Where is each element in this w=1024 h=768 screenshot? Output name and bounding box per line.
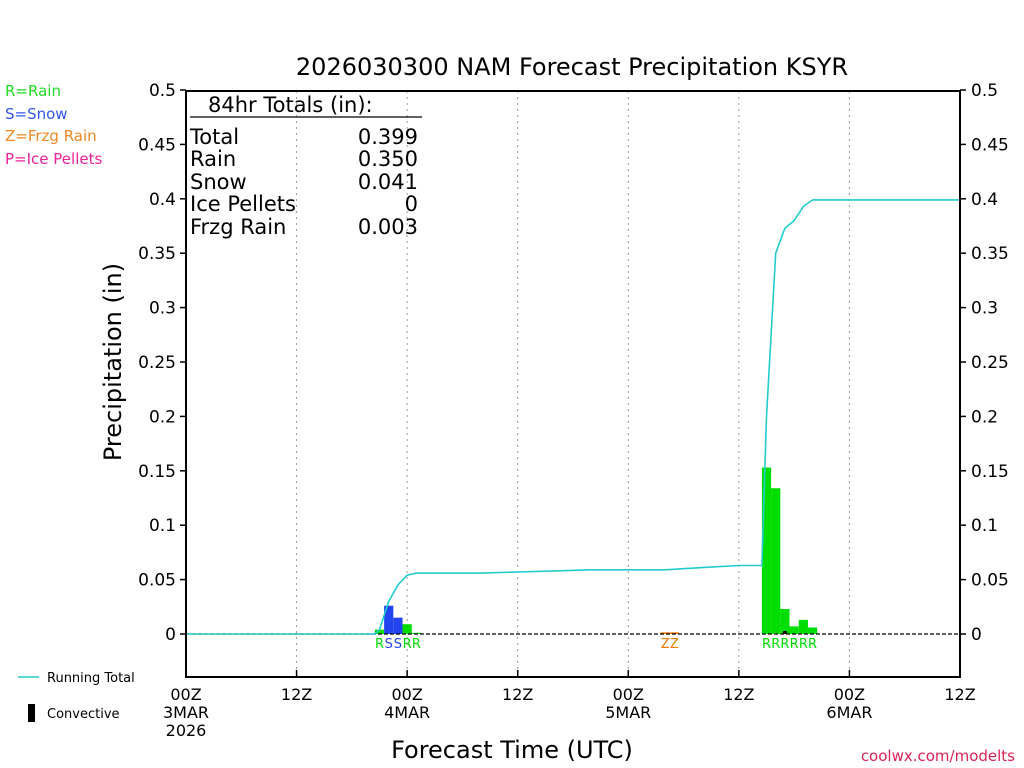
x-tick-label: 12Z [944, 685, 975, 704]
y-tick-label-left: 0.3 [149, 299, 176, 319]
y-tick-label-right: 0.25 [971, 353, 1009, 373]
x-tick-label: 12Z [502, 685, 533, 704]
y-tick-label-right: 0.1 [971, 516, 998, 536]
ptype-label: R [375, 637, 384, 652]
y-tick-label-right: 0.4 [971, 190, 998, 210]
y-tick-label-left: 0.05 [138, 571, 176, 591]
precip-bars [374, 467, 818, 634]
totals-frzg-rain-label: Frzg Rain [190, 215, 286, 239]
y-tick-label-left: 0.1 [149, 516, 176, 536]
precip-bar [807, 627, 818, 634]
ptype-label: R [403, 637, 412, 652]
ptype-label: R [412, 637, 421, 652]
precip-bar [384, 605, 394, 634]
x-tick-label: 00Z [170, 685, 201, 704]
totals-box: 84hr Totals (in): Total 0.399 Rain 0.350… [189, 93, 422, 239]
totals-rain-label: Rain [190, 147, 236, 171]
y-tick-label-left: 0.4 [149, 190, 176, 210]
grid-lines [296, 91, 850, 677]
totals-rain-value: 0.350 [358, 147, 418, 171]
x-tick-label: 00Z [391, 685, 422, 704]
y-axis-title: Precipitation (in) [99, 263, 127, 461]
precip-bar [780, 608, 790, 634]
totals-heading: 84hr Totals (in): [208, 93, 373, 117]
y-tick-label-right: 0.05 [971, 571, 1009, 591]
running-total-line [186, 199, 960, 635]
totals-snow-value: 0.041 [358, 170, 418, 194]
y-tick-label-right: 0.15 [971, 462, 1009, 482]
x-tick-label: 12Z [281, 685, 312, 704]
y-tick-label-right: 0.45 [971, 135, 1009, 155]
credit-text: coolwx.com/modelts [861, 747, 1015, 765]
ptype-label: R [762, 637, 771, 652]
convective-marks [782, 631, 787, 634]
precip-bar [402, 624, 412, 634]
y-tick-label-right: 0.2 [971, 407, 998, 427]
y-tick-label-right: 0.3 [971, 299, 998, 319]
convective-legend-swatch [28, 704, 35, 722]
totals-ice-pellets-label: Ice Pellets [190, 192, 296, 216]
y-tick-label-left: 0.25 [138, 353, 176, 373]
x-tick-label: 5MAR [605, 703, 651, 722]
y-tick-label-left: 0 [165, 625, 176, 645]
x-tick-label: 3MAR [163, 703, 209, 722]
totals-ice-pellets-value: 0 [405, 192, 418, 216]
x-tick-label: 12Z [723, 685, 754, 704]
ptype-label: S [385, 637, 393, 652]
y-tick-label-left: 0.5 [149, 81, 176, 101]
y-axis-ticks: 0 0 0.05 0.05 0.1 0.1 0.15 0.15 0.2 0.2 0.25 0.25 0.… [138, 81, 1009, 645]
ptype-label: R [790, 637, 799, 652]
ptype-label: Z [670, 637, 679, 652]
precip-bar [771, 488, 781, 634]
precip-bar [798, 619, 808, 634]
x-tick-label: 00Z [834, 685, 865, 704]
ptype-label: R [771, 637, 780, 652]
precip-bar [789, 626, 799, 634]
x-tick-label: 00Z [613, 685, 644, 704]
chart-title: 2026030300 NAM Forecast Precipitation KS… [296, 53, 848, 81]
ptype-label: S [394, 637, 402, 652]
ptype-label: Z [661, 637, 670, 652]
y-tick-label-right: 0.5 [971, 81, 998, 101]
precip-bar [669, 632, 679, 634]
y-tick-label-left: 0.35 [138, 244, 176, 264]
y-tick-label-left: 0.45 [138, 135, 176, 155]
y-tick-label-right: 0.35 [971, 244, 1009, 264]
x-tick-label: 4MAR [384, 703, 430, 722]
legend-frzg-rain: Z=Frzg Rain [5, 127, 97, 145]
plot-frame [185, 90, 961, 678]
precip-bar [761, 467, 772, 634]
x-axis-title: Forecast Time (UTC) [391, 736, 633, 764]
convective-mark [782, 631, 787, 634]
y-tick-label-left: 0.2 [149, 407, 176, 427]
y-tick-label-right: 0 [971, 625, 982, 645]
totals-total-label: Total [189, 125, 239, 149]
precip-bar [660, 632, 670, 634]
ptype-label: R [780, 637, 789, 652]
precip-bar [393, 617, 403, 634]
running-total-legend-label: Running Total [47, 671, 135, 686]
totals-snow-label: Snow [190, 170, 247, 194]
legend-ice-pellets: P=Ice Pellets [5, 150, 102, 168]
ptype-label: R [808, 637, 817, 652]
totals-total-value: 0.399 [358, 125, 418, 149]
precip-bar [374, 629, 385, 634]
y-tick-label-left: 0.15 [138, 462, 176, 482]
ptype-label: R [799, 637, 808, 652]
x-tick-label: 2026 [166, 721, 207, 740]
x-tick-label: 6MAR [826, 703, 872, 722]
legend-rain: R=Rain [5, 82, 61, 100]
convective-legend-label: Convective [47, 707, 120, 722]
totals-frzg-rain-value: 0.003 [358, 215, 418, 239]
legend-snow: S=Snow [5, 105, 68, 123]
